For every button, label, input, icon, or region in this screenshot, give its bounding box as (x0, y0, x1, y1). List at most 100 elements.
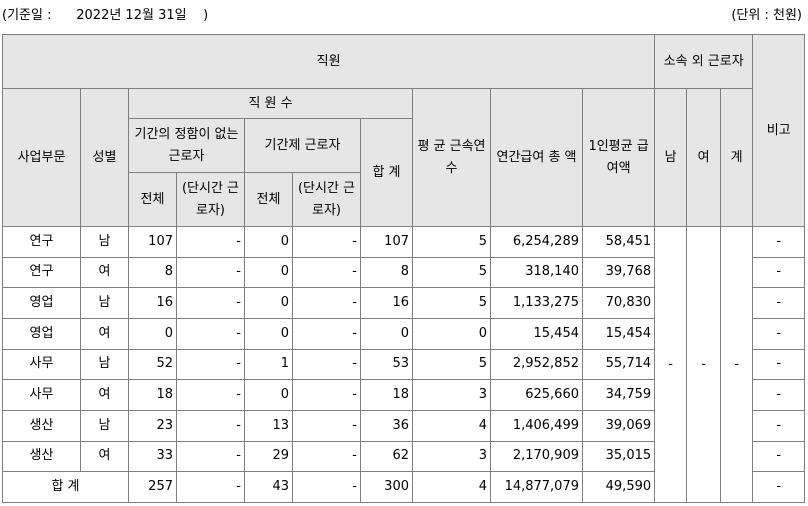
avg-pay-cell: 55,714 (581, 348, 656, 381)
contract-cell: 13 (244, 409, 293, 442)
total-cell: 18 (360, 379, 413, 411)
total-remark-cell: - (752, 471, 806, 503)
total-row: 합 계 257 - 43 - 300 4 14,877,079 49,590 - (2, 471, 806, 503)
total-regular-cell: 257 (128, 471, 177, 503)
contract-cell: 0 (244, 226, 293, 258)
table-row: 생산 여 33 - 29 - 62 3 2,170,909 35,015 - (2, 440, 806, 473)
regular-part-cell: - (176, 379, 245, 411)
contract-part-cell: - (292, 409, 361, 442)
remark-cell: - (752, 287, 806, 319)
annual-pay-cell: 2,170,909 (490, 440, 583, 473)
total-avg-pay-cell: 49,590 (581, 471, 656, 503)
table-row: 생산 남 23 - 13 - 36 4 1,406,499 39,069 - (2, 409, 806, 442)
contract-cell: 0 (244, 317, 293, 350)
avg-pay-cell: 15,454 (581, 317, 656, 350)
remark-cell: - (752, 317, 806, 350)
header-regular-workers: 기간의 정함이 없는 근로자 (128, 118, 245, 173)
gender-cell: 여 (80, 440, 129, 473)
total-cell: 8 (360, 256, 413, 289)
total-tenure-cell: 4 (412, 471, 491, 503)
remark-cell: - (752, 440, 806, 473)
annual-pay-cell: 1,406,499 (490, 409, 583, 442)
total-cell: 62 (360, 440, 413, 473)
header-contract-part-time: (단시간 근로자) (292, 172, 361, 227)
division-cell: 영업 (2, 317, 81, 350)
annual-pay-cell: 15,454 (490, 317, 583, 350)
remark-cell: - (752, 379, 806, 411)
gender-cell: 남 (80, 409, 129, 442)
header-avg-tenure: 평 균 근속연수 (412, 88, 491, 227)
annual-pay-cell: 6,254,289 (490, 226, 583, 258)
regular-cell: 52 (128, 348, 177, 381)
tenure-cell: 3 (412, 379, 491, 411)
gender-cell: 여 (80, 256, 129, 289)
remark-cell: - (752, 409, 806, 442)
tenure-cell: 5 (412, 287, 491, 319)
header-male: 남 (654, 88, 688, 227)
employee-status-table: 직원 소속 외 근로자 비고 사업부문 성별 직 원 수 평 균 근속연수 연간… (1, 34, 806, 503)
total-contract-part-cell: - (292, 471, 361, 503)
total-cell: 107 (360, 226, 413, 258)
division-cell: 연구 (2, 256, 81, 289)
regular-cell: 8 (128, 256, 177, 289)
annual-pay-cell: 2,952,852 (490, 348, 583, 381)
contract-part-cell: - (292, 348, 361, 381)
annual-pay-cell: 625,660 (490, 379, 583, 411)
header-regular-all: 전체 (128, 172, 177, 227)
avg-pay-cell: 70,830 (581, 287, 656, 319)
header-per-capita-pay: 1인평균 급여액 (581, 88, 656, 227)
remark-cell: - (752, 348, 806, 381)
regular-part-cell: - (176, 317, 245, 350)
header-total-sum: 합 계 (360, 118, 413, 227)
total-label: 합 계 (2, 471, 129, 503)
total-cell: 16 (360, 287, 413, 319)
regular-part-cell: - (176, 348, 245, 381)
total-contract-cell: 43 (244, 471, 293, 503)
header-remark: 비고 (752, 34, 806, 227)
tenure-cell: 5 (412, 256, 491, 289)
regular-part-cell: - (176, 409, 245, 442)
regular-part-cell: - (176, 226, 245, 258)
regular-cell: 107 (128, 226, 177, 258)
header-regular-part-time: (단시간 근로자) (176, 172, 245, 227)
header-contract-workers: 기간제 근로자 (244, 118, 361, 173)
tenure-cell: 5 (412, 226, 491, 258)
gender-cell: 남 (80, 287, 129, 319)
avg-pay-cell: 39,069 (581, 409, 656, 442)
header-employee-count: 직 원 수 (128, 88, 413, 119)
header-female: 여 (686, 88, 722, 227)
header-outside-workers: 소속 외 근로자 (654, 34, 754, 89)
header-division: 사업부문 (2, 88, 81, 227)
total-cell: 36 (360, 409, 413, 442)
table-row: 연구 여 8 - 0 - 8 5 318,140 39,768 - (2, 256, 806, 289)
avg-pay-cell: 35,015 (581, 440, 656, 473)
table-row: 연구 남 107 - 0 - 107 5 6,254,289 58,451 - … (2, 226, 806, 503)
outside-male-cell: - (654, 226, 688, 503)
regular-cell: 0 (128, 317, 177, 350)
contract-part-cell: - (292, 440, 361, 473)
tenure-cell: 5 (412, 348, 491, 381)
table-row: 영업 남 16 - 0 - 16 5 1,133,275 70,830 - (2, 287, 806, 319)
contract-part-cell: - (292, 256, 361, 289)
annual-pay-cell: 1,133,275 (490, 287, 583, 319)
gender-cell: 남 (80, 226, 129, 258)
tenure-cell: 3 (412, 440, 491, 473)
total-regular-part-cell: - (176, 471, 245, 503)
gender-cell: 여 (80, 317, 129, 350)
regular-cell: 23 (128, 409, 177, 442)
table-row: 사무 남 52 - 1 - 53 5 2,952,852 55,714 - (2, 348, 806, 381)
contract-part-cell: - (292, 226, 361, 258)
header-outside-total: 계 (720, 88, 754, 227)
unit-label: (단위 : 천원) (731, 8, 802, 23)
contract-cell: 1 (244, 348, 293, 381)
outside-female-cell: - (686, 226, 722, 503)
header-line: (기준일 : 2022년 12월 31일 ) (단위 : 천원) (2, 4, 802, 24)
regular-cell: 16 (128, 287, 177, 319)
avg-pay-cell: 34,759 (581, 379, 656, 411)
table-row: 영업 여 0 - 0 - 0 0 15,454 15,454 - (2, 317, 806, 350)
regular-part-cell: - (176, 256, 245, 289)
contract-part-cell: - (292, 379, 361, 411)
avg-pay-cell: 39,768 (581, 256, 656, 289)
division-cell: 생산 (2, 440, 81, 473)
total-cell: 0 (360, 317, 413, 350)
